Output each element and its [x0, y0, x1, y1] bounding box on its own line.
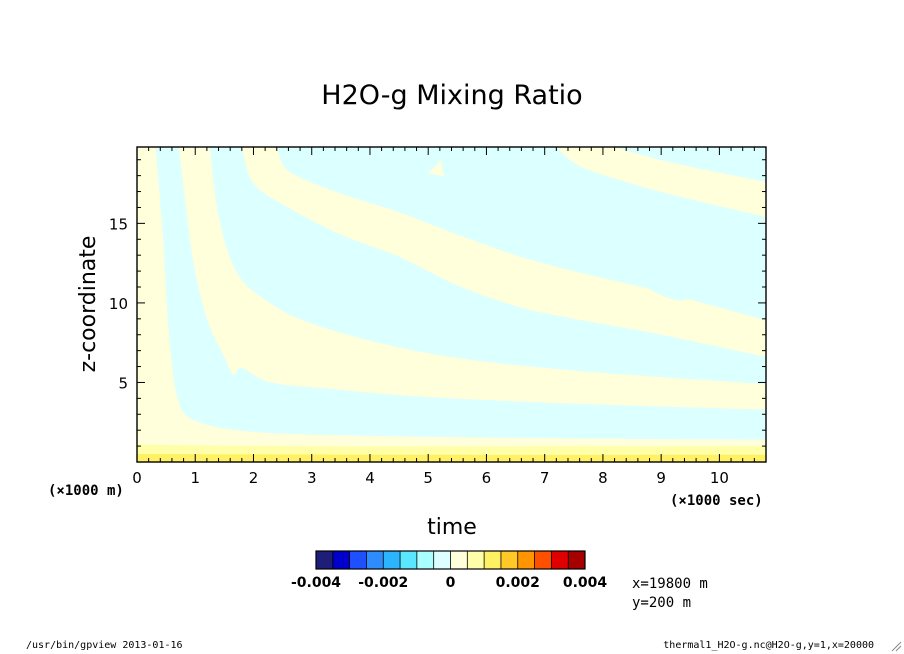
x-tick-label: 10 — [710, 469, 729, 487]
y-tick-label: 15 — [109, 215, 128, 233]
x-tick-label: 7 — [540, 469, 550, 487]
location-x: x=19800 m — [632, 576, 708, 592]
colorbar-tick-label: 0.002 — [496, 575, 540, 591]
x-tick-label: 6 — [482, 469, 492, 487]
heatmap-field — [137, 147, 766, 462]
colorbar-tick-label: -0.002 — [358, 575, 408, 591]
colorbar-swatch — [383, 551, 401, 569]
plot-area: 0 1 2 3 4 5 6 7 8 9 10 5 10 15 — [109, 146, 767, 487]
colorbar-swatch — [400, 551, 418, 569]
colorbar-swatch — [366, 551, 384, 569]
colorbar-swatch — [316, 551, 334, 569]
colorbar-swatch — [416, 551, 434, 569]
chart-title: H2O-g Mixing Ratio — [321, 80, 582, 111]
x-unit-label: (×1000 sec) — [670, 493, 763, 509]
colorbar-swatch — [551, 551, 569, 569]
colorbar-swatch — [433, 551, 451, 569]
y-unit-label: (×1000 m) — [48, 483, 124, 499]
x-tick-label: 3 — [307, 469, 317, 487]
x-tick-label: 5 — [423, 469, 433, 487]
x-tick-label: 0 — [132, 469, 142, 487]
x-tick-label: 2 — [249, 469, 259, 487]
colorbar-tick-label: 0 — [446, 575, 456, 591]
colorbar-frame — [315, 550, 586, 570]
colorbar-tick-label: -0.004 — [291, 575, 341, 591]
colorbar-swatch — [467, 551, 485, 569]
axis-ticks — [136, 147, 767, 463]
colorbar-swatch — [349, 551, 367, 569]
colorbar-swatch — [517, 551, 535, 569]
x-tick-label: 9 — [656, 469, 666, 487]
x-tick-label: 4 — [365, 469, 375, 487]
footer-source: /usr/bin/gpview 2013-01-16 — [26, 640, 183, 651]
contour-band-2 — [209, 147, 766, 384]
location-y: y=200 m — [632, 595, 691, 611]
colorbar: -0.004 -0.002 0 0.002 0.004 — [291, 550, 608, 591]
colorbar-swatch — [568, 551, 586, 569]
colorbar-tick-label: 0.004 — [563, 575, 608, 591]
colorbar-swatch — [484, 551, 502, 569]
colorbar-swatch — [534, 551, 552, 569]
contour-band-1 — [155, 147, 766, 440]
footer-file: thermal1_H2O-g.nc@H2O-g,y=1,x=20000 — [663, 640, 874, 651]
colorbar-swatch — [332, 551, 350, 569]
resize-grip-icon — [891, 641, 902, 652]
x-tick-label: 8 — [598, 469, 608, 487]
y-tick-label: 10 — [109, 295, 128, 313]
contour-band-6 — [614, 147, 766, 182]
y-axis-label: z-coordinate — [76, 236, 101, 373]
x-axis-label: time — [427, 515, 477, 540]
colorbar-swatch — [500, 551, 519, 569]
colorbar-swatch — [450, 551, 468, 569]
y-tick-label: 5 — [118, 374, 128, 392]
contour-band-4 — [439, 147, 766, 305]
contour-band-5 — [364, 147, 446, 187]
x-tick-label: 1 — [190, 469, 200, 487]
